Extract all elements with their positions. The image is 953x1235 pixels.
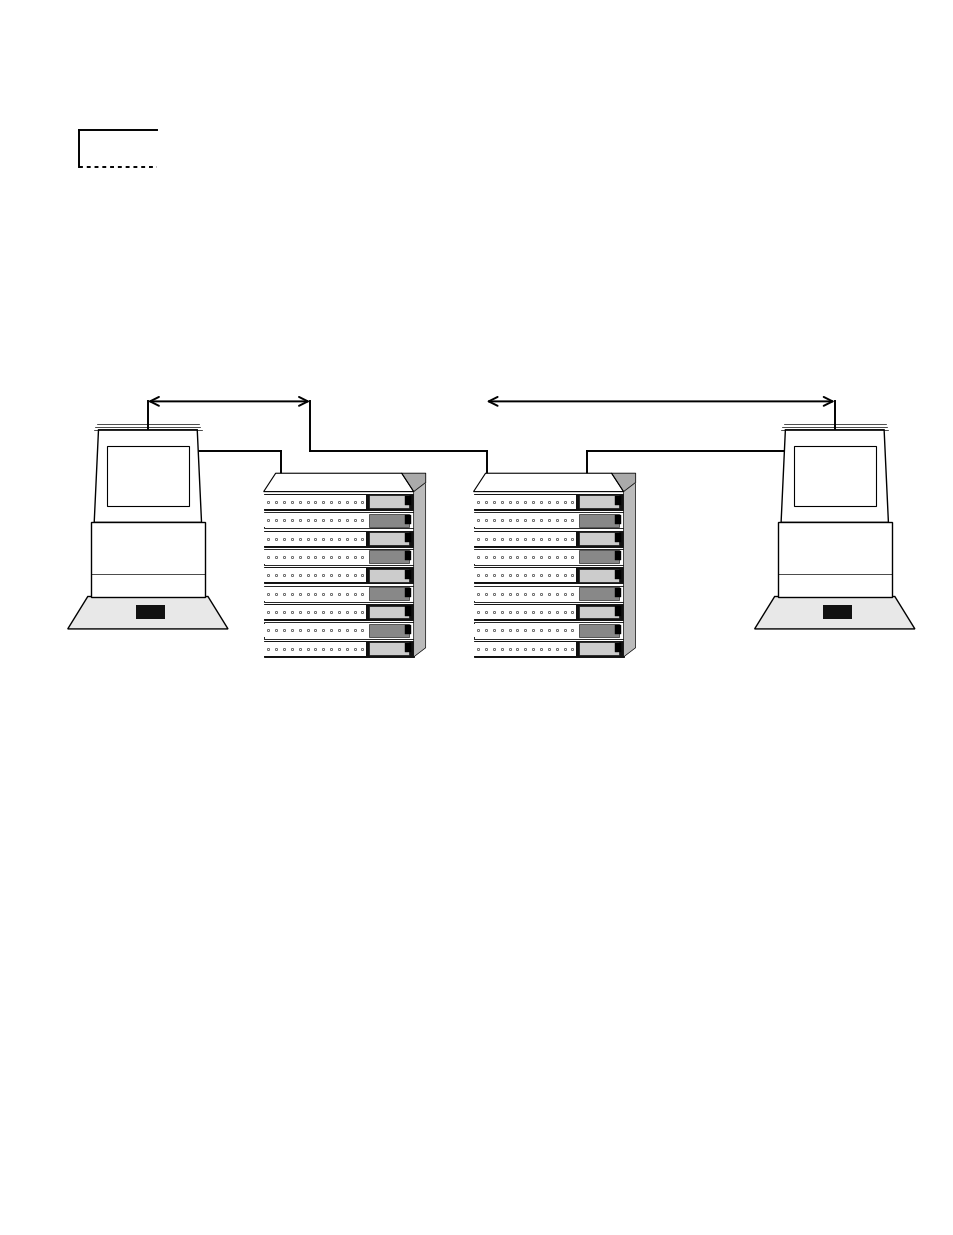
- Bar: [578, 551, 618, 563]
- Bar: [614, 588, 619, 598]
- Bar: [614, 551, 619, 561]
- Bar: [473, 567, 623, 583]
- Polygon shape: [781, 430, 887, 522]
- Bar: [91, 522, 205, 597]
- Polygon shape: [401, 473, 425, 492]
- Bar: [263, 622, 414, 638]
- Bar: [263, 513, 414, 529]
- Bar: [263, 548, 414, 566]
- Bar: [578, 605, 618, 619]
- Bar: [264, 550, 366, 564]
- Bar: [473, 622, 623, 638]
- Bar: [777, 522, 891, 597]
- Bar: [474, 531, 576, 546]
- Bar: [263, 531, 414, 547]
- Polygon shape: [754, 597, 914, 629]
- Bar: [474, 514, 576, 527]
- Polygon shape: [611, 473, 635, 492]
- Polygon shape: [414, 483, 425, 657]
- Bar: [614, 606, 619, 615]
- Bar: [263, 641, 414, 657]
- Bar: [264, 605, 366, 619]
- Bar: [368, 642, 409, 655]
- Polygon shape: [473, 473, 623, 492]
- Bar: [263, 604, 414, 620]
- Bar: [578, 624, 618, 637]
- Bar: [474, 550, 576, 564]
- Bar: [404, 515, 410, 524]
- Bar: [368, 495, 409, 508]
- Bar: [578, 642, 618, 655]
- Bar: [264, 568, 366, 583]
- Bar: [614, 625, 619, 634]
- Bar: [474, 587, 576, 600]
- Bar: [263, 494, 414, 510]
- Bar: [474, 624, 576, 637]
- Bar: [473, 604, 623, 620]
- Bar: [368, 532, 409, 545]
- Bar: [578, 569, 618, 582]
- Bar: [368, 605, 409, 619]
- Bar: [614, 569, 619, 579]
- Bar: [264, 531, 366, 546]
- Bar: [264, 514, 366, 527]
- Polygon shape: [94, 430, 201, 522]
- Bar: [151, 605, 165, 619]
- Bar: [578, 587, 618, 600]
- Bar: [404, 606, 410, 615]
- Bar: [368, 514, 409, 526]
- Bar: [793, 447, 875, 506]
- Bar: [837, 605, 851, 619]
- Bar: [404, 625, 410, 634]
- Bar: [404, 496, 410, 505]
- Bar: [578, 495, 618, 508]
- Bar: [474, 495, 576, 509]
- Bar: [473, 513, 623, 529]
- Bar: [614, 643, 619, 652]
- Bar: [264, 587, 366, 600]
- Bar: [473, 585, 623, 601]
- Bar: [404, 551, 410, 561]
- Bar: [404, 534, 410, 542]
- Polygon shape: [68, 597, 228, 629]
- Bar: [473, 531, 623, 547]
- Bar: [404, 588, 410, 598]
- Bar: [822, 605, 837, 619]
- Bar: [107, 447, 189, 506]
- Bar: [264, 495, 366, 509]
- Bar: [474, 642, 576, 656]
- Polygon shape: [623, 483, 635, 657]
- Bar: [473, 641, 623, 657]
- Bar: [264, 624, 366, 637]
- Bar: [368, 624, 409, 637]
- Bar: [474, 605, 576, 619]
- Bar: [404, 643, 410, 652]
- Bar: [473, 494, 623, 510]
- Bar: [614, 515, 619, 524]
- Bar: [136, 605, 151, 619]
- Bar: [474, 568, 576, 583]
- Bar: [263, 585, 414, 601]
- Bar: [578, 514, 618, 526]
- Bar: [614, 534, 619, 542]
- Bar: [368, 569, 409, 582]
- Bar: [404, 569, 410, 579]
- Bar: [614, 496, 619, 505]
- Bar: [263, 567, 414, 583]
- Bar: [368, 551, 409, 563]
- Bar: [473, 548, 623, 566]
- Bar: [368, 587, 409, 600]
- Bar: [264, 642, 366, 656]
- Polygon shape: [263, 473, 414, 492]
- Bar: [578, 532, 618, 545]
